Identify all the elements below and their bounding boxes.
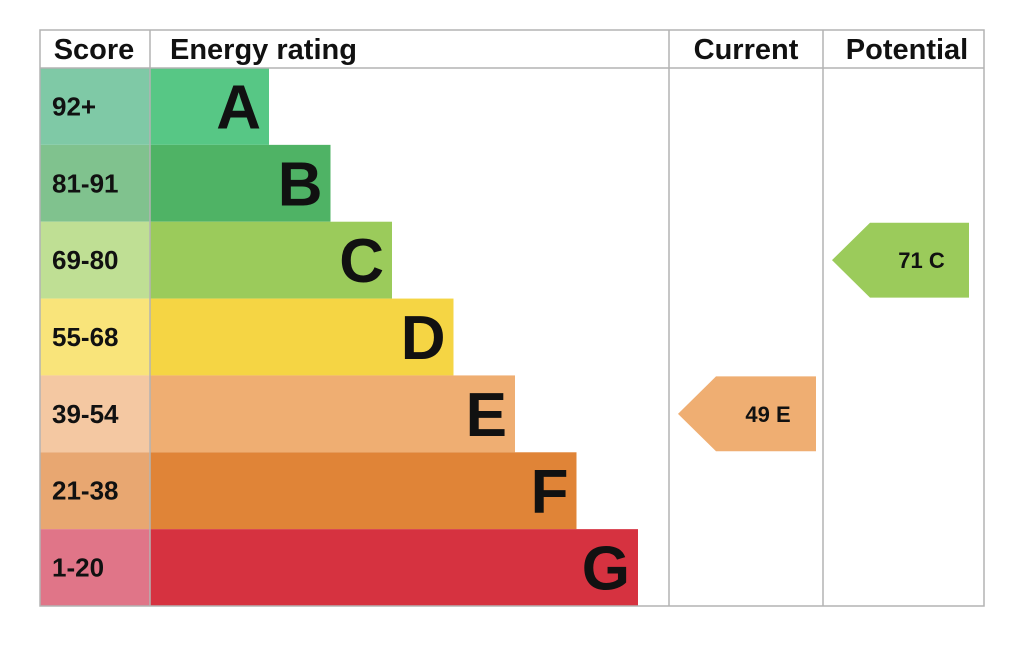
band-letter-b: B — [278, 150, 323, 219]
score-label-c: 69-80 — [52, 245, 119, 275]
score-label-f: 21-38 — [52, 476, 119, 506]
rating-arrows: 49 E 71 C — [678, 222, 969, 452]
current-rating-label: 49 E — [745, 402, 790, 427]
table-border — [39, 29, 985, 607]
score-label-b: 81-91 — [52, 168, 119, 198]
score-header: Score — [54, 34, 135, 66]
score-cell-a — [40, 68, 150, 145]
band-letter-a: A — [216, 73, 261, 142]
rating-bands: 92+ A 81-91 B 69-80 C 55-68 D 39-54 E 21-38 F 1-20 G — [40, 68, 638, 606]
potential-arrow — [832, 222, 969, 298]
score-label-d: 55-68 — [52, 322, 119, 352]
band-bar-b — [150, 144, 331, 222]
band-letter-g: G — [582, 535, 630, 604]
current-header: Current — [694, 34, 799, 66]
score-label-g: 1-20 — [52, 553, 104, 583]
score-cell-f — [40, 452, 150, 530]
potential-rating-label: 71 C — [898, 248, 945, 273]
band-letter-e: E — [466, 381, 507, 450]
table-grid — [39, 29, 985, 607]
score-cell-c — [40, 221, 150, 299]
band-bar-g — [150, 529, 638, 606]
energy-rating-header: Energy rating — [170, 34, 357, 66]
band-bar-f — [150, 452, 577, 530]
score-label-e: 39-54 — [52, 399, 119, 429]
band-bar-a — [150, 68, 269, 145]
score-cell-e — [40, 375, 150, 453]
band-letter-d: D — [401, 304, 446, 373]
band-bar-d — [150, 298, 454, 376]
band-bar-c — [150, 221, 392, 299]
potential-header: Potential — [846, 34, 968, 66]
score-cell-g — [40, 529, 150, 606]
band-bar-e — [150, 375, 515, 453]
score-label-a: 92+ — [52, 91, 96, 121]
current-arrow — [678, 376, 816, 452]
score-cell-b — [40, 144, 150, 222]
score-cell-d — [40, 298, 150, 376]
band-letter-f: F — [531, 458, 569, 527]
band-letter-c: C — [339, 227, 384, 296]
